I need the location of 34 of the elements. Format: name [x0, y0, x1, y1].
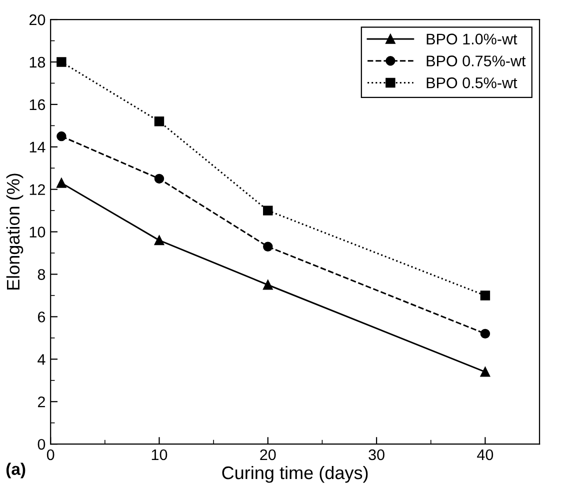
- y-tick-label: 0: [38, 438, 46, 450]
- y-tick-label: 6: [38, 312, 46, 322]
- legend-label: BPO 0.5%-wt: [426, 77, 518, 88]
- y-tick-label: 10: [30, 226, 46, 238]
- y-tick-label: 18: [30, 56, 46, 68]
- point: [263, 206, 273, 216]
- y-tick-label: 4: [38, 354, 46, 365]
- point: [56, 178, 66, 188]
- point: [480, 290, 490, 300]
- legend-label: BPO 0.75%-wt: [426, 56, 526, 66]
- legend-label: BPO 1.0%-wt: [426, 34, 518, 44]
- y-tick-label: 8: [38, 269, 46, 280]
- text: (a): [6, 462, 26, 478]
- point: [154, 174, 164, 184]
- x-tick-label: 10: [152, 449, 168, 460]
- x-axis-title: Curing time (days): [222, 466, 368, 483]
- x-tick-label: 30: [368, 449, 384, 460]
- x-tick-label: 0: [46, 449, 54, 460]
- point: [56, 131, 66, 142]
- point: [263, 242, 273, 252]
- y-axis-title: Elongation (%): [6, 174, 24, 290]
- point: [154, 116, 164, 126]
- point: [480, 328, 490, 339]
- y-tick-label: 16: [30, 99, 46, 110]
- x-tick-label: 20: [260, 449, 276, 460]
- y-tick-label: 14: [30, 142, 46, 152]
- y-tick-label: 20: [29, 14, 46, 26]
- point: [154, 235, 164, 246]
- y-tick-label: 2: [38, 396, 45, 408]
- point: [263, 280, 273, 290]
- point: [480, 367, 490, 377]
- y-tick-label: 12: [30, 184, 45, 195]
- x-tick-label: 40: [477, 449, 494, 460]
- point: [56, 57, 66, 67]
